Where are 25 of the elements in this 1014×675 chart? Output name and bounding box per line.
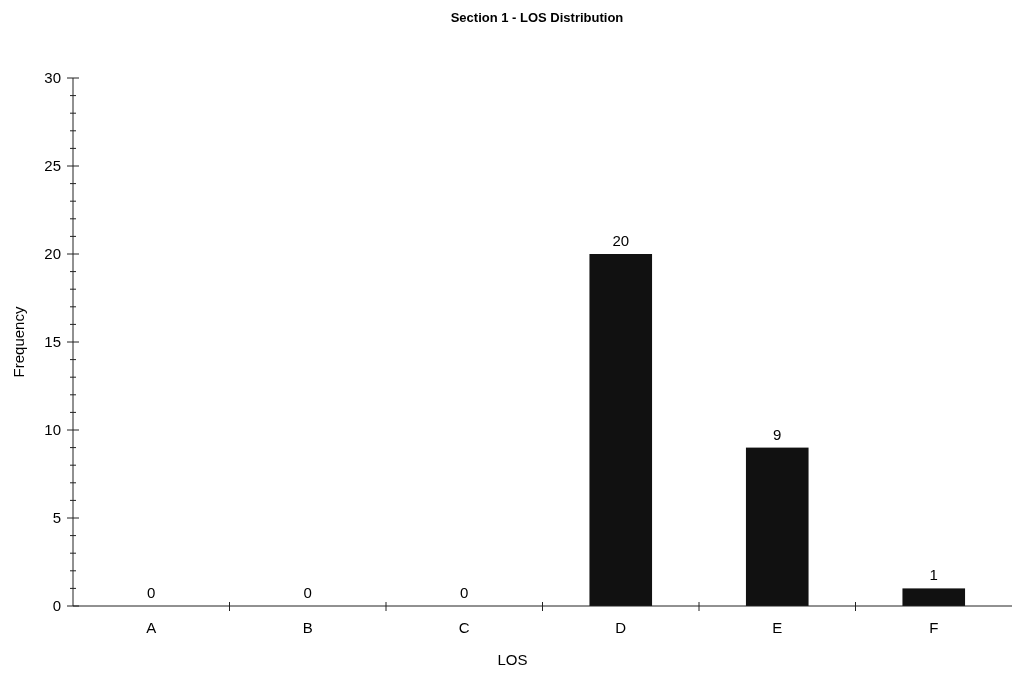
data-label: 20 bbox=[612, 232, 630, 249]
data-label: 0 bbox=[303, 584, 312, 601]
x-tick-label: A bbox=[146, 619, 157, 636]
y-axis-title: Frequency bbox=[10, 306, 27, 378]
y-tick-label: 30 bbox=[44, 69, 61, 87]
x-tick-label: E bbox=[772, 619, 783, 636]
bar bbox=[902, 588, 966, 606]
bar bbox=[745, 447, 809, 606]
data-label: 0 bbox=[460, 584, 469, 601]
y-tick-label: 20 bbox=[44, 245, 61, 263]
x-tick-label: F bbox=[929, 619, 939, 636]
data-label: 9 bbox=[773, 425, 782, 443]
x-tick-label: C bbox=[458, 619, 470, 636]
y-tick-label: 15 bbox=[44, 333, 61, 351]
data-label: 1 bbox=[929, 566, 938, 584]
x-tick-label: D bbox=[615, 619, 627, 636]
y-tick-label: 5 bbox=[52, 509, 61, 527]
x-tick-label: B bbox=[302, 619, 313, 636]
bar bbox=[589, 254, 653, 606]
y-tick-label: 10 bbox=[44, 421, 61, 439]
y-tick-label: 25 bbox=[44, 157, 61, 175]
data-label: 0 bbox=[147, 584, 156, 601]
x-axis-title: LOS bbox=[497, 651, 528, 668]
chart-title: Section 1 - LOS Distribution bbox=[450, 10, 624, 25]
y-tick-label: 0 bbox=[52, 597, 61, 615]
